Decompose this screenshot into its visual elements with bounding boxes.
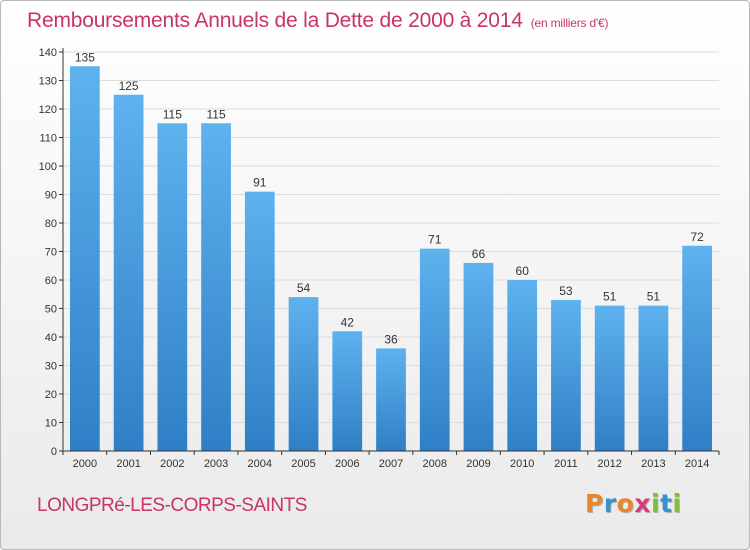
bar-2013[interactable] xyxy=(638,305,669,451)
data-label-2005: 54 xyxy=(297,281,311,295)
y-tick-label: 130 xyxy=(39,76,57,88)
x-tick-label-2007: 2007 xyxy=(379,458,403,470)
y-tick-label: 50 xyxy=(45,304,57,316)
proxiti-logo[interactable]: Proxiti xyxy=(585,489,682,518)
x-tick-label-2005: 2005 xyxy=(291,458,315,470)
x-tick-label-2006: 2006 xyxy=(335,458,359,470)
y-tick-label: 80 xyxy=(45,218,57,230)
logo-letter: r xyxy=(603,489,617,518)
data-label-2004: 91 xyxy=(253,176,267,190)
bar-2008[interactable] xyxy=(419,248,450,451)
y-tick-label: 10 xyxy=(45,418,57,430)
bar-2004[interactable] xyxy=(244,191,275,451)
bar-2010[interactable] xyxy=(507,280,538,451)
x-tick-label-2004: 2004 xyxy=(248,458,272,470)
y-tick-label: 0 xyxy=(51,446,57,458)
bar-2000[interactable] xyxy=(69,66,100,451)
y-tick-label: 90 xyxy=(45,190,57,202)
bars xyxy=(69,66,713,451)
data-label-2011: 53 xyxy=(559,284,573,298)
y-tick-label: 60 xyxy=(45,275,57,287)
y-tick-label: 110 xyxy=(39,133,57,145)
logo-letter: i xyxy=(651,489,661,518)
data-label-2003: 115 xyxy=(206,107,225,121)
bar-2001[interactable] xyxy=(113,94,144,451)
data-label-2002: 115 xyxy=(163,107,182,121)
data-label-2001: 125 xyxy=(119,79,139,93)
bar-2007[interactable] xyxy=(376,348,406,451)
y-tick-label: 30 xyxy=(45,361,57,373)
x-tick-label-2000: 2000 xyxy=(73,458,97,470)
data-label-2012: 51 xyxy=(603,290,617,304)
y-tick-label: 100 xyxy=(39,161,57,173)
data-label-2010: 60 xyxy=(516,264,530,278)
logo-letter: o xyxy=(616,489,635,518)
x-tick-label-2010: 2010 xyxy=(510,458,534,470)
data-label-2008: 71 xyxy=(428,233,442,247)
logo-letter: t xyxy=(660,489,673,518)
bar-2006[interactable] xyxy=(332,331,363,451)
x-tick-label-2012: 2012 xyxy=(597,458,621,470)
y-tick-label: 20 xyxy=(45,389,57,401)
bar-2009[interactable] xyxy=(463,262,494,451)
bar-2005[interactable] xyxy=(288,297,319,451)
x-tick-label-2011: 2011 xyxy=(554,458,578,470)
y-tick-label: 40 xyxy=(45,332,57,344)
bar-2012[interactable] xyxy=(594,305,625,451)
x-tick-label-2002: 2002 xyxy=(160,458,184,470)
bar-2003[interactable] xyxy=(201,123,231,451)
data-label-2009: 66 xyxy=(472,247,486,261)
place-name: LONGPRé-LES-CORPS-SAINTS xyxy=(37,495,307,516)
y-tick-label: 140 xyxy=(39,47,57,59)
y-tick-label: 120 xyxy=(39,104,57,116)
x-tick-label-2008: 2008 xyxy=(422,458,446,470)
bar-2011[interactable] xyxy=(551,299,581,451)
x-tick-label-2009: 2009 xyxy=(466,458,490,470)
data-labels: 135 125 115 115 91 54 42 36 71 66 60 53 51 51 72 xyxy=(75,50,704,346)
x-tick-label-2003: 2003 xyxy=(204,458,228,470)
axes: 0 10 20 30 40 50 60 70 80 90 100 110 120 130 140 2000 20… xyxy=(39,47,720,470)
logo-letter: P xyxy=(585,489,604,518)
chart-title: Remboursements Annuels de la Dette de 20… xyxy=(27,9,608,33)
data-label-2006: 42 xyxy=(341,315,355,329)
data-label-2007: 36 xyxy=(384,332,398,346)
data-label-2013: 51 xyxy=(647,290,661,304)
logo-letter: i xyxy=(672,489,682,518)
logo-letter: x xyxy=(634,489,651,518)
bar-2002[interactable] xyxy=(157,123,188,451)
bar-2014[interactable] xyxy=(682,245,713,451)
x-tick-label-2014: 2014 xyxy=(685,458,709,470)
x-tick-label-2013: 2013 xyxy=(641,458,665,470)
chart-title-text: Remboursements Annuels de la Dette de 20… xyxy=(27,9,523,32)
data-label-2000: 135 xyxy=(75,50,95,64)
data-label-2014: 72 xyxy=(690,230,704,244)
y-tick-label: 70 xyxy=(45,247,57,259)
chart-subtitle: (en milliers d'€) xyxy=(530,16,609,30)
x-tick-label-2001: 2001 xyxy=(116,458,140,470)
